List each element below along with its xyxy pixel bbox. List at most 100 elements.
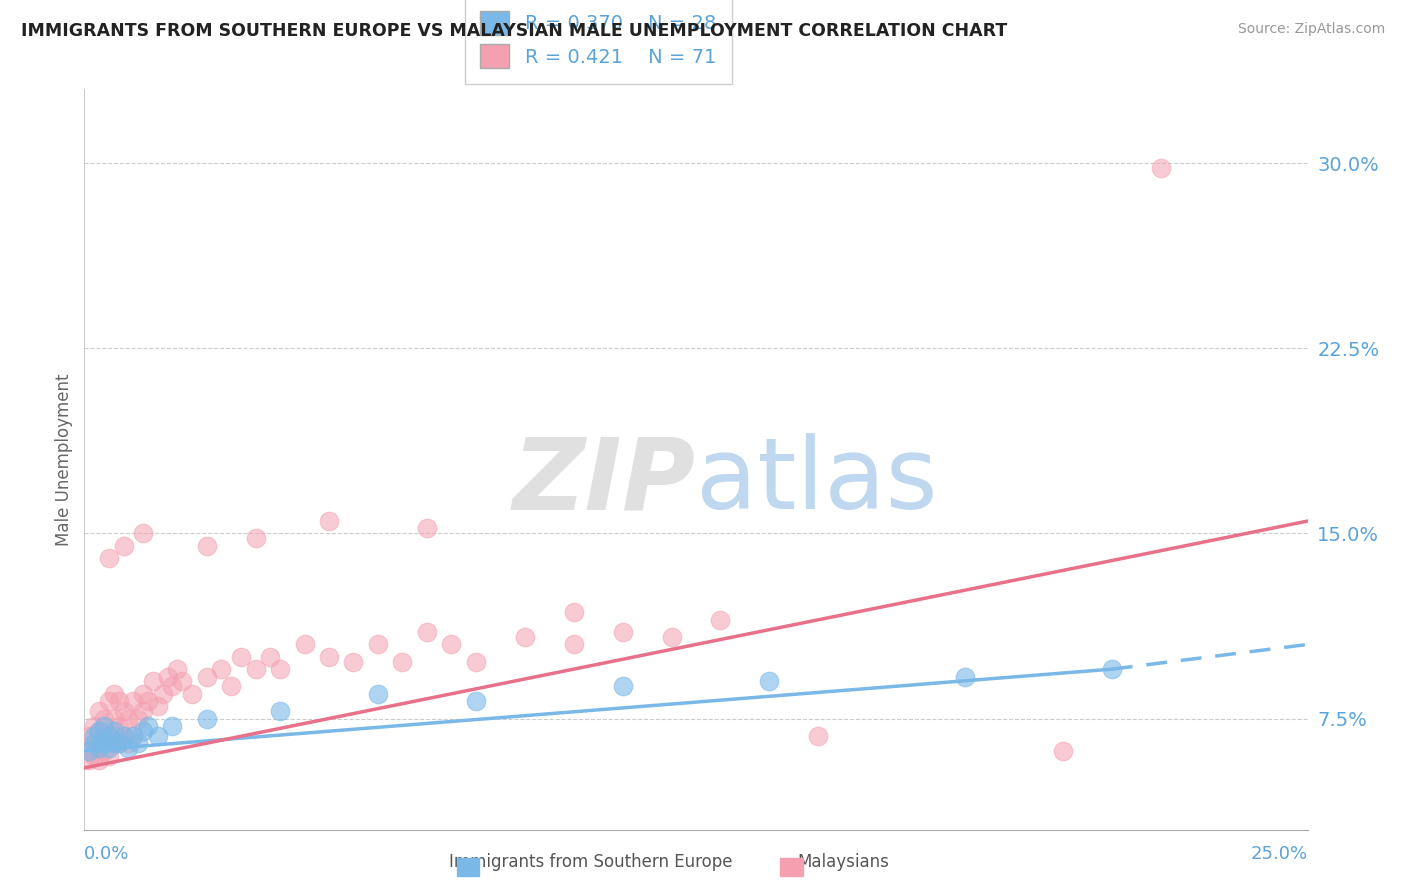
Point [132, 687, 155, 701]
Point [103, 687, 125, 701]
Point [117, 741, 139, 756]
Text: ZIP: ZIP [513, 434, 696, 530]
Point [318, 649, 340, 664]
Point [1150, 161, 1173, 176]
Point [77, 754, 100, 768]
Point [807, 729, 830, 743]
Point [367, 638, 389, 652]
Point [97, 694, 120, 708]
Point [87, 741, 110, 756]
Point [269, 662, 291, 676]
Point [103, 712, 125, 726]
Point [93, 743, 115, 757]
Point [318, 514, 340, 528]
Point [391, 655, 413, 669]
Point [562, 606, 585, 620]
Point [245, 532, 267, 546]
Point [83, 748, 105, 763]
Point [107, 736, 129, 750]
Point [269, 704, 291, 718]
Point [342, 655, 364, 669]
Point [132, 723, 155, 738]
Point [156, 669, 179, 683]
Point [294, 638, 316, 652]
Point [152, 687, 174, 701]
Point [416, 521, 439, 535]
Point [513, 630, 536, 644]
Point [562, 638, 585, 652]
Point [112, 539, 135, 553]
Point [709, 613, 731, 627]
Point [195, 712, 218, 726]
Point [245, 662, 267, 676]
Point [259, 649, 281, 664]
Point [103, 729, 125, 743]
Point [77, 743, 100, 757]
Point [83, 719, 105, 733]
Point [93, 736, 115, 750]
Point [758, 674, 780, 689]
Point [229, 649, 252, 664]
Point [209, 662, 232, 676]
Point [103, 723, 125, 738]
Point [132, 526, 155, 541]
Point [181, 687, 204, 701]
Point [83, 729, 105, 743]
Point [1101, 662, 1123, 676]
Text: 0.0%: 0.0% [84, 846, 129, 863]
Point [464, 694, 486, 708]
Point [166, 662, 188, 676]
Point [367, 687, 389, 701]
Point [136, 694, 159, 708]
Point [953, 669, 976, 683]
Point [661, 630, 683, 644]
Point [146, 729, 169, 743]
Point [93, 729, 115, 743]
Point [117, 736, 139, 750]
Text: Malaysians: Malaysians [797, 853, 890, 871]
Point [93, 719, 115, 733]
Point [107, 736, 129, 750]
Point [87, 736, 110, 750]
Text: atlas: atlas [696, 434, 938, 530]
Point [97, 729, 120, 743]
Point [87, 704, 110, 718]
Point [83, 736, 105, 750]
Point [612, 680, 634, 694]
Point [612, 625, 634, 640]
Point [146, 699, 169, 714]
Point [122, 729, 145, 743]
Point [122, 729, 145, 743]
Point [1052, 743, 1074, 757]
Point [440, 638, 463, 652]
Point [195, 669, 218, 683]
Y-axis label: Male Unemployment: Male Unemployment [55, 373, 73, 546]
Text: 25.0%: 25.0% [1250, 846, 1308, 863]
Point [172, 674, 194, 689]
Point [416, 625, 439, 640]
Point [103, 736, 125, 750]
Text: IMMIGRANTS FROM SOUTHERN EUROPE VS MALAYSIAN MALE UNEMPLOYMENT CORRELATION CHART: IMMIGRANTS FROM SOUTHERN EUROPE VS MALAY… [21, 22, 1007, 40]
Point [107, 719, 129, 733]
Point [136, 719, 159, 733]
Text: Source: ZipAtlas.com: Source: ZipAtlas.com [1237, 22, 1385, 37]
Point [127, 736, 149, 750]
Point [112, 729, 135, 743]
Point [97, 551, 120, 566]
Point [77, 743, 100, 757]
Point [219, 680, 242, 694]
Point [122, 694, 145, 708]
Point [97, 729, 120, 743]
Point [112, 729, 135, 743]
Point [97, 741, 120, 756]
Point [112, 704, 135, 718]
Point [127, 712, 149, 726]
Point [162, 719, 184, 733]
Point [107, 694, 129, 708]
Point [142, 674, 165, 689]
Point [87, 723, 110, 738]
Legend: R = 0.370    N = 28, R = 0.421    N = 71: R = 0.370 N = 28, R = 0.421 N = 71 [464, 0, 731, 84]
Point [132, 704, 155, 718]
Point [117, 712, 139, 726]
Point [162, 680, 184, 694]
